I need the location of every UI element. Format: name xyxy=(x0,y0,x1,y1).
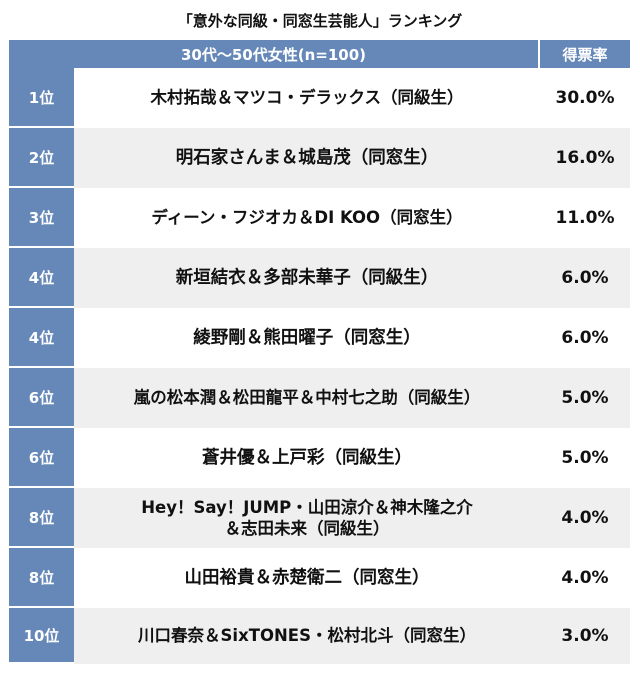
vote-rate-value: 30.0% xyxy=(540,68,630,128)
table-row: 8位 Hey！Say！JUMP・山田涼介＆神木隆之介 ＆志田未来（同級生） 4.0% xyxy=(9,488,630,548)
vote-rate-value: 3.0% xyxy=(540,608,630,664)
vote-rate-value: 16.0% xyxy=(540,128,630,188)
celebrity-pair-name: 綾野剛＆熊田曜子（同窓生） xyxy=(74,308,540,368)
table-row: 4位 新垣結衣＆多部未華子（同級生） 6.0% xyxy=(9,248,630,308)
celebrity-pair-name: ディーン・フジオカ＆DI KOO（同窓生） xyxy=(74,188,540,248)
column-header-vote-rate: 得票率 xyxy=(540,40,630,68)
rank-label: 6位 xyxy=(9,368,74,428)
rank-label: 4位 xyxy=(9,308,74,368)
rank-label: 2位 xyxy=(9,128,74,188)
vote-rate-value: 6.0% xyxy=(540,248,630,308)
vote-rate-value: 4.0% xyxy=(540,488,630,548)
chart-title: 「意外な同級・同窓生芸能人」ランキング xyxy=(177,11,463,30)
vote-rate-value: 5.0% xyxy=(540,428,630,488)
table-row: 4位 綾野剛＆熊田曜子（同窓生） 6.0% xyxy=(9,308,630,368)
table-row: 3位 ディーン・フジオカ＆DI KOO（同窓生） 11.0% xyxy=(9,188,630,248)
table-row: 10位 川口春奈＆SixTONES・松村北斗（同窓生） 3.0% xyxy=(9,608,630,664)
rank-label: 4位 xyxy=(9,248,74,308)
table-row: 8位 山田裕貴＆赤楚衛二（同窓生） 4.0% xyxy=(9,548,630,608)
celebrity-pair-name: Hey！Say！JUMP・山田涼介＆神木隆之介 ＆志田未来（同級生） xyxy=(74,488,540,548)
celebrity-pair-name: 嵐の松本潤＆松田龍平＆中村七之助（同級生） xyxy=(74,368,540,428)
table-row: 1位 木村拓哉＆マツコ・デラックス（同級生） 30.0% xyxy=(9,68,630,128)
table-row: 2位 明石家さんま＆城島茂（同窓生） 16.0% xyxy=(9,128,630,188)
rank-label: 10位 xyxy=(9,608,74,664)
celebrity-pair-name: 蒼井優＆上戸彩（同級生） xyxy=(74,428,540,488)
column-header-group: 30代〜50代女性(n=100) xyxy=(9,40,538,68)
celebrity-pair-name: 新垣結衣＆多部未華子（同級生） xyxy=(74,248,540,308)
rank-label: 6位 xyxy=(9,428,74,488)
vote-rate-value: 6.0% xyxy=(540,308,630,368)
celebrity-pair-name: 川口春奈＆SixTONES・松村北斗（同窓生） xyxy=(74,608,540,664)
rank-label: 8位 xyxy=(9,488,74,548)
vote-rate-value: 4.0% xyxy=(540,548,630,608)
rank-label: 8位 xyxy=(9,548,74,608)
table-row: 6位 嵐の松本潤＆松田龍平＆中村七之助（同級生） 5.0% xyxy=(9,368,630,428)
table-row: 6位 蒼井優＆上戸彩（同級生） 5.0% xyxy=(9,428,630,488)
celebrity-pair-name: 明石家さんま＆城島茂（同窓生） xyxy=(74,128,540,188)
vote-rate-value: 5.0% xyxy=(540,368,630,428)
rank-label: 1位 xyxy=(9,68,74,128)
rank-label: 3位 xyxy=(9,188,74,248)
celebrity-pair-name: 山田裕貴＆赤楚衛二（同窓生） xyxy=(74,548,540,608)
celebrity-pair-name: 木村拓哉＆マツコ・デラックス（同級生） xyxy=(74,68,540,128)
vote-rate-value: 11.0% xyxy=(540,188,630,248)
